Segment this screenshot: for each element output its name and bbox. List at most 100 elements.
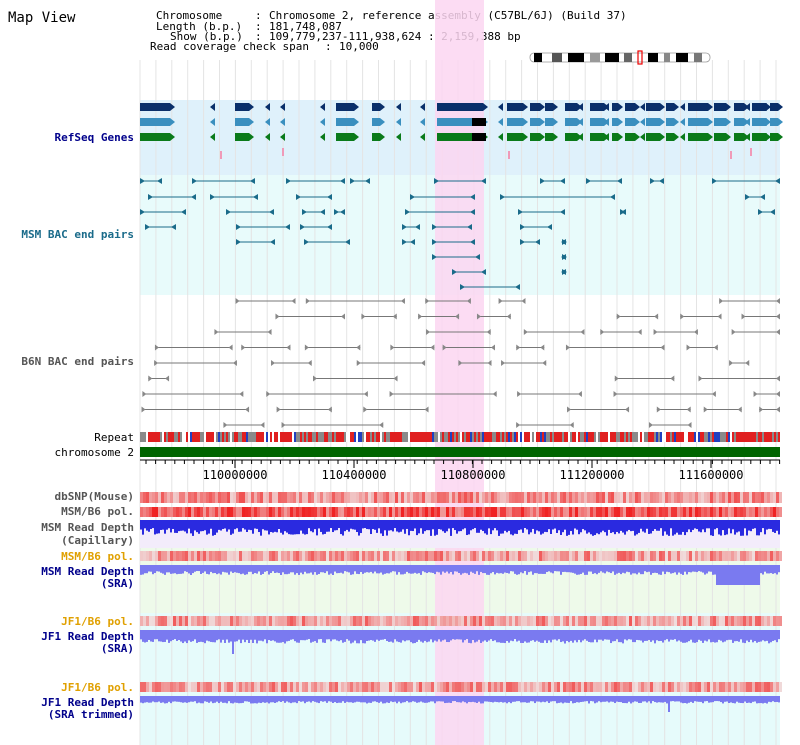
polymorphism-cell <box>317 507 320 517</box>
polymorphism-cell <box>584 682 587 692</box>
polymorphism-cell <box>719 616 722 626</box>
polymorphism-cell <box>383 507 386 517</box>
read-depth-bar <box>510 696 512 704</box>
read-depth-bar <box>382 520 384 536</box>
polymorphism-cell <box>200 682 203 692</box>
read-depth-bar <box>278 696 280 702</box>
polymorphism-cell <box>269 616 272 626</box>
repeat-element <box>554 432 556 442</box>
polymorphism-cell <box>422 507 425 517</box>
read-depth-bar <box>496 630 498 643</box>
b6n-bac-end <box>698 375 703 382</box>
b6n-bac-end <box>776 298 780 304</box>
repeat-element <box>148 432 150 442</box>
read-depth-bar <box>522 696 524 703</box>
read-depth-bar <box>170 565 172 574</box>
repeat-element <box>448 432 450 442</box>
read-depth-bar <box>482 520 484 532</box>
read-depth-bar <box>216 565 218 575</box>
polymorphism-cell <box>392 492 395 503</box>
track-label-msm-bac[interactable]: MSM BAC end pairs <box>21 228 134 241</box>
polymorphism-cell <box>281 551 284 561</box>
polymorphism-cell <box>206 616 209 626</box>
read-depth-bar <box>560 696 562 703</box>
chromosome-ideogram[interactable] <box>529 50 711 65</box>
repeat-element <box>708 432 710 442</box>
gene-exon <box>770 133 778 141</box>
repeat-element <box>680 432 682 442</box>
gene-strand-arrow <box>708 103 713 111</box>
read-depth-bar <box>298 696 300 702</box>
polymorphism-cell <box>506 616 509 626</box>
polymorphism-cell <box>299 551 302 561</box>
read-depth-bar <box>772 565 774 574</box>
read-depth-bar <box>190 520 192 534</box>
read-depth-bar <box>144 630 146 643</box>
gene-exon <box>752 133 766 141</box>
polymorphism-cell <box>530 616 533 626</box>
msm-bac-track[interactable] <box>140 178 780 290</box>
read-depth-bar <box>536 565 538 574</box>
b6n-bac-end <box>753 391 758 397</box>
polymorphism-cell <box>368 682 371 692</box>
repeat-element <box>160 432 162 442</box>
polymorphism-cell <box>524 551 527 561</box>
polymorphism-cell <box>266 551 269 561</box>
read-depth-bar <box>642 520 644 532</box>
polymorphism-cell <box>152 682 155 692</box>
polymorphism-cell <box>344 507 347 517</box>
gene-arrow <box>604 118 609 126</box>
polymorphism-cell <box>482 492 485 503</box>
read-depth-bar <box>352 520 354 530</box>
read-depth-bar <box>162 565 164 574</box>
polymorphism-cell <box>314 682 317 692</box>
polymorphism-cell <box>557 616 560 626</box>
repeat-element <box>650 432 652 442</box>
read-depth-bar <box>634 630 636 643</box>
read-depth-bar <box>160 520 162 530</box>
read-depth-bar <box>154 565 156 574</box>
track-label-b6n-bac[interactable]: B6N BAC end pairs <box>21 355 134 368</box>
repeat-element <box>618 432 620 442</box>
read-depth-bar <box>462 630 464 643</box>
polymorphism-cell <box>767 682 770 692</box>
repeat-element <box>274 432 276 442</box>
track-label-jf1-b6-pol-2: JF1/B6 pol. <box>61 681 134 694</box>
polymorphism-cell <box>191 682 194 692</box>
read-depth-bar <box>508 520 510 531</box>
read-depth-bar <box>396 520 398 532</box>
read-depth-bar <box>516 565 518 575</box>
polymorphism-cell <box>440 492 443 503</box>
polymorphism-cell <box>173 507 176 517</box>
repeat-element <box>262 432 264 442</box>
read-depth-bar <box>420 520 422 529</box>
polymorphism-cell <box>278 507 281 517</box>
polymorphism-cell <box>398 551 401 561</box>
polymorphism-cell <box>686 616 689 626</box>
read-depth-bar <box>448 565 450 574</box>
polymorphism-cell <box>683 682 686 692</box>
refseq-genes-track[interactable] <box>140 103 783 159</box>
read-depth-bar <box>542 696 544 702</box>
polymorphism-cell <box>545 492 548 503</box>
repeat-track <box>140 432 780 442</box>
polymorphism-cell <box>764 507 767 517</box>
polymorphism-cell <box>695 682 698 692</box>
b6n-bac-end <box>426 329 431 335</box>
polymorphism-cell <box>506 492 509 503</box>
b6n-bac-end <box>680 313 685 320</box>
read-depth-bar <box>506 565 508 573</box>
repeat-element <box>580 432 582 442</box>
repeat-element <box>186 432 188 442</box>
repeat-element <box>218 432 220 442</box>
track-label-refseq[interactable]: RefSeq Genes <box>54 131 134 144</box>
read-depth-bar <box>200 565 202 574</box>
read-depth-bar <box>760 696 762 704</box>
polymorphism-cell <box>581 616 584 626</box>
polymorphism-cell <box>143 507 146 517</box>
read-depth-bar <box>388 630 390 642</box>
read-depth-bar <box>648 696 650 702</box>
b6n-bac-track[interactable] <box>141 298 780 428</box>
read-depth-bar <box>160 565 162 573</box>
